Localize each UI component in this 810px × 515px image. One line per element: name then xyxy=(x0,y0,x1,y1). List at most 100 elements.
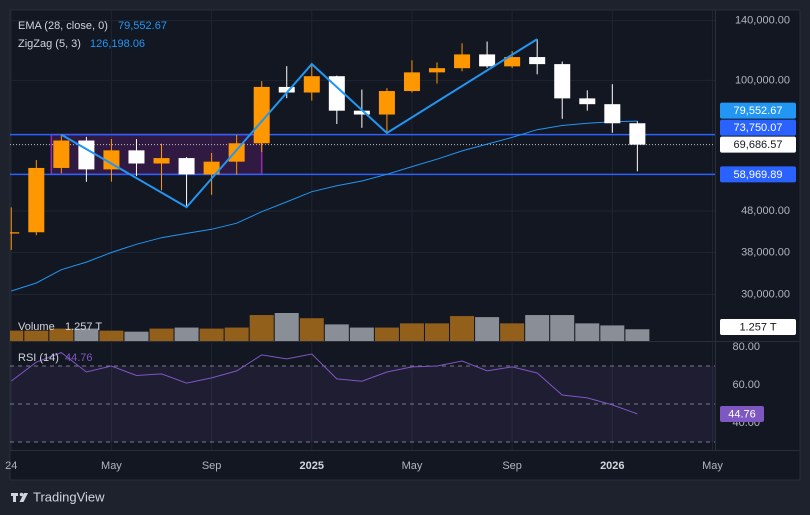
candle-body xyxy=(429,68,446,73)
price-tag-label: 1.257 T xyxy=(739,321,776,333)
volume-bar xyxy=(374,327,399,341)
y-tick-label: 38,000.00 xyxy=(741,246,790,258)
volume-bar xyxy=(575,323,600,341)
candle-body xyxy=(128,150,145,164)
y-tick-label: 140,000.00 xyxy=(735,15,790,27)
rsi-pane xyxy=(10,352,715,443)
candle-body xyxy=(378,91,395,115)
price-tag xyxy=(720,102,796,119)
volume-bar xyxy=(600,325,625,341)
candle-body xyxy=(629,123,646,145)
candle-body xyxy=(504,57,521,67)
price-tag-label: 79,552.67 xyxy=(734,105,783,117)
candle-body xyxy=(253,86,270,144)
y-tick-label: 30,000.00 xyxy=(741,288,790,300)
candle-body xyxy=(479,54,496,67)
x-tick-label: 2025 xyxy=(300,460,324,472)
candle-body xyxy=(454,54,471,69)
volume-bar xyxy=(450,316,475,341)
volume-bar xyxy=(124,331,149,341)
candle-body xyxy=(403,72,420,92)
volume-bar xyxy=(475,317,500,341)
brand-logo: TradingView xyxy=(11,489,105,504)
volume-bar xyxy=(24,330,49,341)
volume-bar xyxy=(525,315,550,341)
candle-body xyxy=(278,86,295,93)
ema-line xyxy=(11,120,638,292)
grid xyxy=(10,10,715,450)
candle-body xyxy=(303,76,320,93)
logo-part xyxy=(19,493,28,502)
candle-body xyxy=(53,140,70,168)
axes: 140,000.00 100,000.00 48,000.00 38,000.00 30… xyxy=(5,15,796,472)
y-tick-label: 100,000.00 xyxy=(735,74,790,86)
volume-bar xyxy=(425,323,450,341)
volume-bar xyxy=(224,327,249,341)
ema-value: 79,552.67 xyxy=(118,20,167,32)
price-tag-label: 69,686.57 xyxy=(734,139,783,151)
zigzag-value: 126,198.06 xyxy=(90,38,145,50)
x-tick-label: Sep xyxy=(202,460,222,472)
logo-part xyxy=(19,492,24,497)
candle-body xyxy=(328,76,345,111)
rsi-name: RSI (14) xyxy=(18,352,59,364)
rsi-value: 44.76 xyxy=(65,352,93,364)
volume-bar xyxy=(174,327,199,341)
volume-bar xyxy=(625,329,650,341)
zigzag-name: ZigZag (5, 3) xyxy=(18,38,81,50)
volume-bar xyxy=(399,323,424,341)
candle-body xyxy=(178,158,195,175)
candle-body xyxy=(353,110,370,115)
legend: EMA (28, close, 0) 79,552.67 ZigZag (5, … xyxy=(18,20,167,364)
candle-body xyxy=(10,232,20,234)
volume-bar xyxy=(274,313,299,341)
candle-body xyxy=(203,161,220,175)
candle-body xyxy=(103,150,120,170)
volume-bar xyxy=(49,328,74,341)
volume-bar xyxy=(99,330,124,341)
volume-bar xyxy=(249,315,274,341)
candle-body xyxy=(28,167,45,233)
volume-value: 1.257 T xyxy=(65,321,102,333)
logo-part xyxy=(13,493,16,502)
x-tick-label: May xyxy=(402,460,423,472)
candle-body xyxy=(554,64,571,99)
price-tag-label: 58,969.89 xyxy=(734,169,783,181)
price-tag xyxy=(720,136,796,153)
price-tag xyxy=(720,319,796,335)
x-tick-label: 24 xyxy=(5,460,17,472)
volume-bar xyxy=(149,328,174,341)
candle-body xyxy=(579,98,596,105)
volume-bar xyxy=(74,328,99,341)
rsi-tick-label: 60.00 xyxy=(732,379,760,391)
zigzag-line xyxy=(60,38,538,209)
x-tick-label: Sep xyxy=(502,460,522,472)
price-tag xyxy=(720,166,796,183)
volume-bar xyxy=(349,327,374,341)
x-tick-label: 2026 xyxy=(600,460,624,472)
candle-body xyxy=(529,57,546,65)
x-tick-label: May xyxy=(702,460,723,472)
volume-bar xyxy=(299,318,324,341)
rsi-tag-label: 44.76 xyxy=(728,408,756,420)
volume-bar xyxy=(324,324,349,341)
rsi-tag xyxy=(720,405,764,422)
x-tick-label: May xyxy=(101,460,122,472)
candle-body xyxy=(228,143,245,162)
rsi-tick-label: 80.00 xyxy=(732,341,760,353)
brand-name: TradingView xyxy=(33,489,105,504)
price-tag xyxy=(720,119,796,136)
price-tag-label: 73,750.07 xyxy=(734,122,783,134)
volume-bar xyxy=(10,330,24,341)
ema-name: EMA (28, close, 0) xyxy=(18,20,108,32)
volume-bar xyxy=(199,328,224,341)
volume-name: Volume xyxy=(18,321,55,333)
y-tick-label: 48,000.00 xyxy=(741,205,790,217)
candle-body xyxy=(153,158,170,164)
volume-bar xyxy=(550,315,575,341)
candle-body xyxy=(604,104,621,124)
volume-bar xyxy=(500,323,525,341)
price-pane xyxy=(10,38,715,341)
